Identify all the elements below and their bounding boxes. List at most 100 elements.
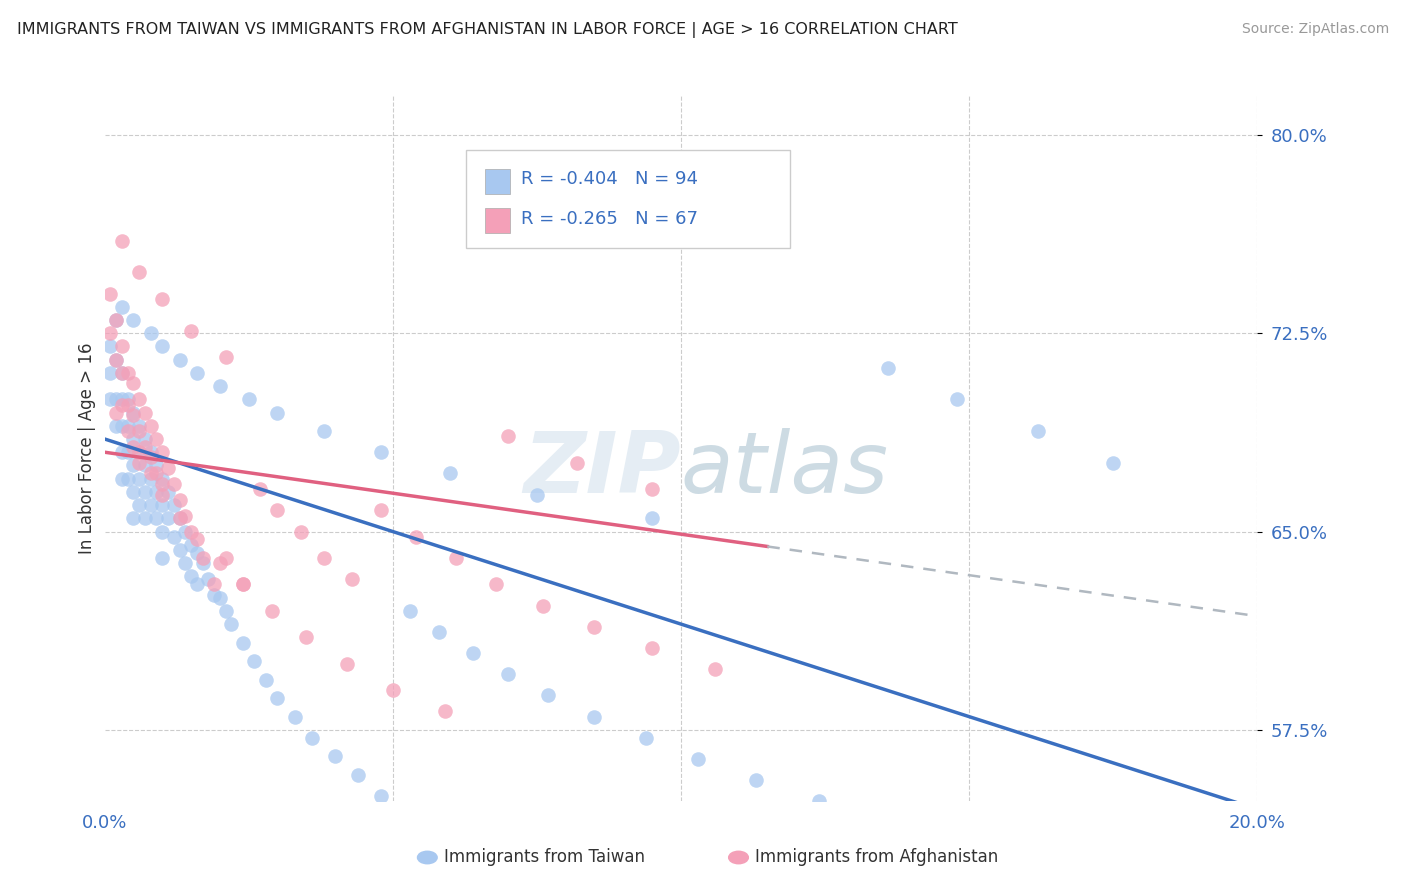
Point xyxy=(169,492,191,507)
Point xyxy=(150,477,173,491)
Point xyxy=(163,498,186,512)
Point xyxy=(169,352,191,367)
Point xyxy=(139,450,162,465)
Point xyxy=(169,511,191,525)
Point xyxy=(427,625,450,640)
Point xyxy=(381,683,404,698)
Point xyxy=(156,461,179,475)
Point xyxy=(98,286,121,301)
Point xyxy=(128,456,150,470)
Point xyxy=(266,503,288,517)
Point xyxy=(150,498,173,512)
Point xyxy=(260,604,283,618)
Point xyxy=(444,551,467,566)
Point xyxy=(877,360,900,375)
Point xyxy=(122,440,145,454)
Point xyxy=(145,467,167,481)
Point xyxy=(526,487,548,501)
Text: Immigrants from Afghanistan: Immigrants from Afghanistan xyxy=(755,848,998,866)
Point xyxy=(583,620,606,634)
Point xyxy=(134,511,156,525)
Point xyxy=(145,432,167,446)
Point xyxy=(238,392,260,407)
Point xyxy=(128,265,150,279)
Point xyxy=(180,524,202,539)
Point xyxy=(128,424,150,438)
Point xyxy=(342,572,364,586)
Text: Source: ZipAtlas.com: Source: ZipAtlas.com xyxy=(1241,22,1389,37)
Point xyxy=(150,445,173,459)
Point xyxy=(163,477,186,491)
Point xyxy=(174,524,197,539)
Point xyxy=(370,445,392,459)
Point xyxy=(98,392,121,407)
Point xyxy=(134,484,156,499)
Point xyxy=(134,458,156,473)
Point xyxy=(139,445,162,459)
Point xyxy=(156,484,179,499)
Point xyxy=(290,524,312,539)
Point xyxy=(180,569,202,583)
Point xyxy=(105,352,128,367)
Point xyxy=(266,405,288,419)
Point xyxy=(98,366,121,380)
Point xyxy=(139,498,162,512)
Text: R = -0.404   N = 94: R = -0.404 N = 94 xyxy=(522,170,699,188)
Point xyxy=(208,591,231,605)
Point xyxy=(312,424,335,438)
Point xyxy=(117,445,139,459)
Point xyxy=(254,673,277,687)
Point xyxy=(145,511,167,525)
Point xyxy=(111,234,134,248)
Point xyxy=(537,689,560,703)
Point xyxy=(208,556,231,570)
Point xyxy=(186,366,208,380)
Point xyxy=(174,556,197,570)
Point xyxy=(1102,456,1125,470)
Point xyxy=(134,405,156,419)
Point xyxy=(370,789,392,803)
Point xyxy=(111,300,134,314)
Point xyxy=(197,572,219,586)
Text: atlas: atlas xyxy=(681,428,889,511)
Point xyxy=(232,577,254,591)
Y-axis label: In Labor Force | Age > 16: In Labor Force | Age > 16 xyxy=(79,343,96,554)
Point xyxy=(641,511,664,525)
Point xyxy=(301,731,323,745)
Point xyxy=(186,533,208,547)
Point xyxy=(295,630,318,644)
Point xyxy=(169,543,191,558)
Point xyxy=(221,617,243,632)
Point xyxy=(105,405,128,419)
Point xyxy=(583,709,606,723)
Point xyxy=(105,313,128,327)
Point xyxy=(266,691,288,706)
Point xyxy=(105,313,128,327)
Point xyxy=(134,432,156,446)
Point xyxy=(150,487,173,501)
Point xyxy=(128,445,150,459)
Point xyxy=(180,324,202,338)
Point xyxy=(485,577,508,591)
Point xyxy=(117,418,139,433)
Point xyxy=(117,392,139,407)
Point xyxy=(202,588,225,602)
Point xyxy=(370,503,392,517)
Point xyxy=(98,339,121,353)
Point xyxy=(433,704,456,718)
Point xyxy=(439,467,461,481)
Point xyxy=(243,654,266,668)
Point xyxy=(122,408,145,422)
Point xyxy=(704,662,727,676)
Point xyxy=(111,366,134,380)
Point xyxy=(128,472,150,486)
Point xyxy=(946,392,969,407)
Point xyxy=(111,339,134,353)
Point xyxy=(174,508,197,523)
Point xyxy=(688,752,710,766)
Point xyxy=(105,352,128,367)
Point xyxy=(111,392,134,407)
Point xyxy=(405,530,427,544)
Point xyxy=(122,376,145,391)
Point xyxy=(347,768,370,782)
